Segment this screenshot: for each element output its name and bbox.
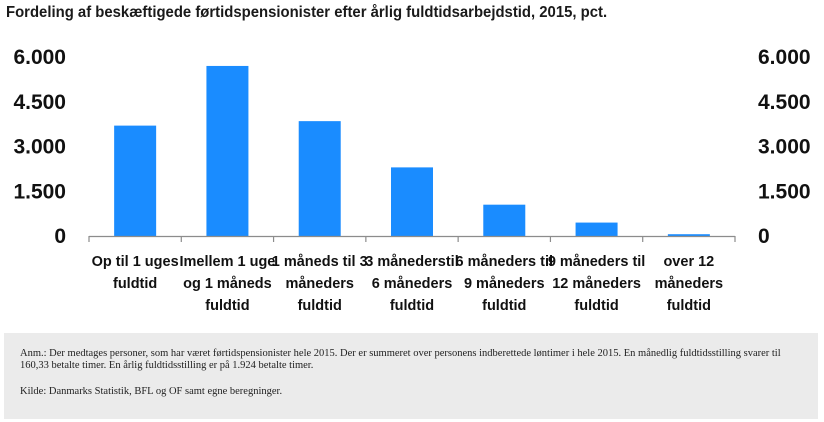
- bar: [391, 167, 433, 236]
- y-tick-label-left: 4.500: [13, 91, 66, 114]
- category-labels: Op til 1 uges fuldtid Imellem 1 uge og 1 må…: [92, 254, 723, 314]
- category-label-line: måneders: [655, 276, 724, 292]
- bar: [575, 222, 618, 236]
- y-tick-label-right: 6.000: [758, 46, 811, 69]
- category-label: 1 måneds til 3 måneders fuldtid: [272, 254, 368, 314]
- category-label-line: over 12: [663, 254, 714, 270]
- category-label-line: 1 måneds til 3: [272, 254, 368, 270]
- category-label: 3 månederstil 6 måneders fuldtid: [365, 254, 459, 314]
- category-label-line: fuldtid: [113, 276, 157, 292]
- bar-chart: 0 1.500 3.000 4.500 6.000 0 1.500 3.000 4.500 6.…: [13, 46, 811, 314]
- category-label-line: og 1 måneds: [183, 276, 272, 292]
- bar: [667, 234, 710, 236]
- x-axis: [88, 235, 736, 242]
- category-label-line: 9 måneders: [464, 276, 545, 292]
- chart-title: Fordeling af beskæftigede førtidspension…: [6, 4, 608, 21]
- bar: [483, 204, 526, 236]
- notes-box: Anm.: Der medtages personer, som har vær…: [4, 333, 818, 419]
- category-label-line: fuldtid: [298, 298, 342, 314]
- bar: [114, 125, 157, 236]
- category-label-line: 6 måneders: [372, 276, 453, 292]
- note-text: Anm.: Der medtages personer, som har vær…: [20, 348, 781, 371]
- category-label-line: 12 måneders: [552, 276, 641, 292]
- category-label-line: 6 måneders til: [456, 254, 554, 270]
- category-label-line: fuldtid: [205, 298, 249, 314]
- category-label-line: 3 månederstil: [365, 254, 459, 270]
- category-label-line: fuldtid: [667, 298, 711, 314]
- category-label-line: fuldtid: [574, 298, 618, 314]
- y-tick-label-right: 1.500: [758, 180, 811, 203]
- y-tick-label-left: 1.500: [13, 180, 66, 203]
- category-label-line: Op til 1 uges: [92, 254, 179, 270]
- y-tick-label-left: 0: [54, 225, 66, 248]
- source-text: Kilde: Danmarks Statistik, BFL og OF sam…: [20, 386, 283, 397]
- y-tick-label-left: 6.000: [13, 46, 66, 69]
- category-label: Imellem 1 uge og 1 måneds fuldtid: [179, 254, 275, 314]
- category-label-line: fuldtid: [482, 298, 526, 314]
- left-axis-ticks: 0 1.500 3.000 4.500 6.000: [13, 46, 66, 248]
- category-label-line: 9 måneders til: [548, 254, 646, 270]
- y-tick-label-right: 3.000: [758, 136, 811, 159]
- category-label-line: fuldtid: [390, 298, 434, 314]
- bar: [206, 65, 249, 236]
- category-label-line: måneders: [285, 276, 354, 292]
- right-axis-ticks: 0 1.500 3.000 4.500 6.000: [758, 46, 811, 248]
- category-label: Op til 1 uges fuldtid: [92, 254, 179, 292]
- category-label: 6 måneders til 9 måneders fuldtid: [456, 254, 554, 314]
- category-label-line: Imellem 1 uge: [179, 254, 275, 270]
- y-tick-label-left: 3.000: [13, 136, 66, 159]
- y-tick-label-right: 4.500: [758, 91, 811, 114]
- bars: [114, 65, 710, 236]
- y-tick-label-right: 0: [758, 225, 770, 248]
- category-label: 9 måneders til 12 måneders fuldtid: [548, 254, 646, 314]
- bar: [298, 121, 341, 236]
- category-label: over 12 måneders fuldtid: [655, 254, 724, 314]
